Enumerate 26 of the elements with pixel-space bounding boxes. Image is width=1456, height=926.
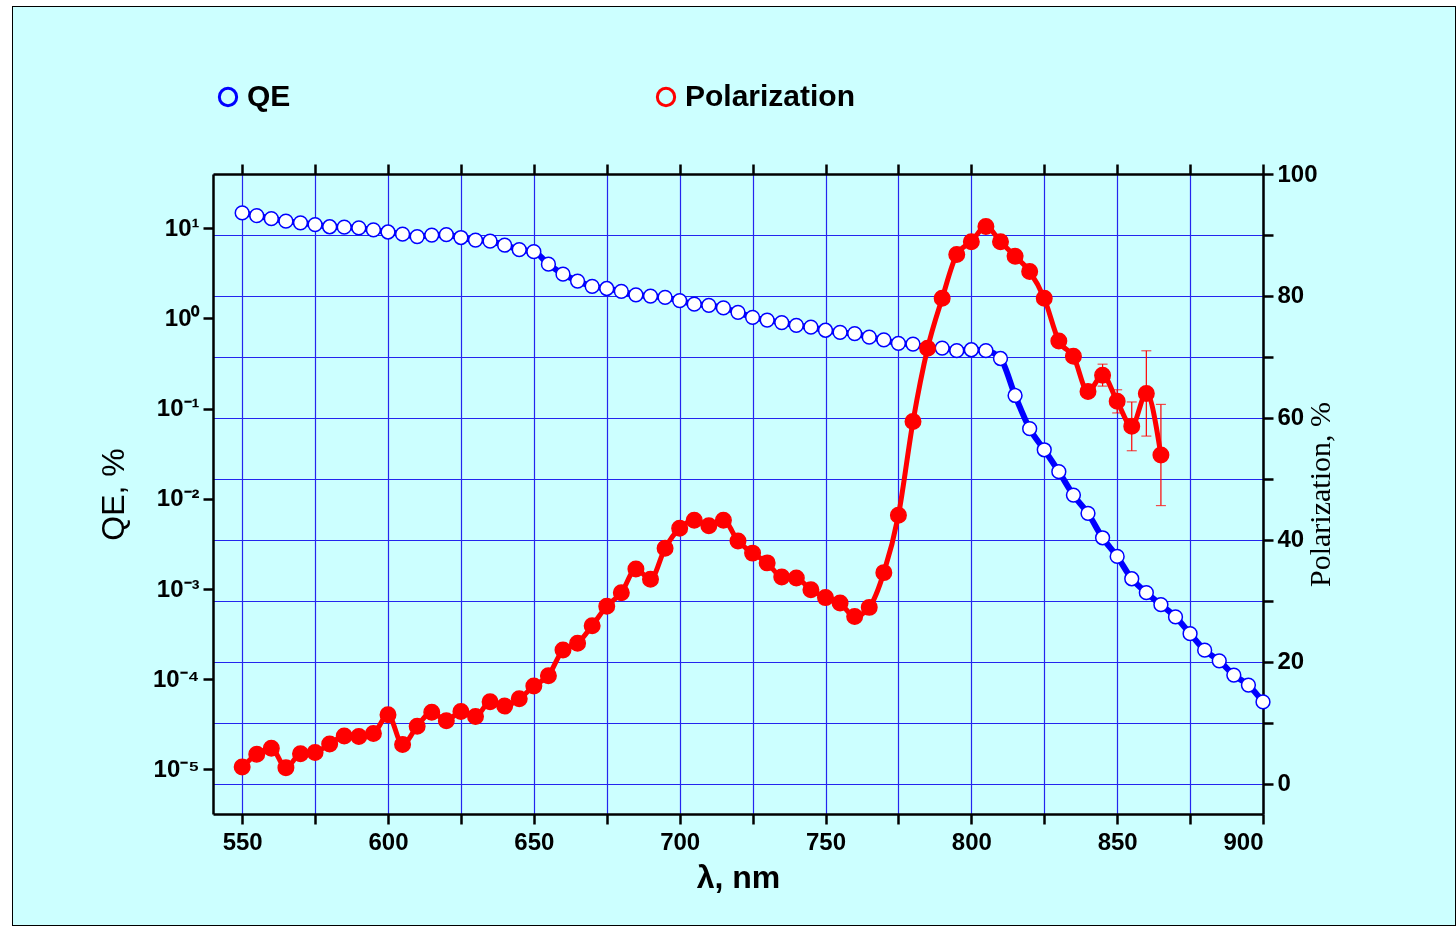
y-tick-label: 10⁻⁴ xyxy=(152,664,200,692)
y-axis-title: QE, % xyxy=(94,448,131,541)
y-tick-label: 10⁻³ xyxy=(156,574,200,602)
y2-tick-label: 20 xyxy=(1277,647,1305,675)
x-tick-label: 800 xyxy=(951,827,992,855)
y-tick-label: 10⁻⁵ xyxy=(153,754,200,782)
x-tick-label: 650 xyxy=(514,827,555,855)
y2-tick-label: 80 xyxy=(1277,281,1305,309)
x-tick-label: 700 xyxy=(660,827,701,855)
x-axis-title: λ, nm xyxy=(696,858,781,895)
x-tick-label: 850 xyxy=(1097,827,1138,855)
y-tick-label: 10¹ xyxy=(164,213,200,241)
y-tick-label: 10⁰ xyxy=(164,303,201,331)
y2-tick-label: 40 xyxy=(1277,525,1305,553)
x-tick-label: 750 xyxy=(805,827,847,855)
y2-tick-label: 0 xyxy=(1277,769,1291,797)
legend-label: Polarization xyxy=(685,79,856,112)
legend-label: QE xyxy=(247,79,291,112)
y2-tick-label: 100 xyxy=(1277,159,1318,187)
x-tick-label: 900 xyxy=(1223,827,1264,855)
y2-tick-label: 60 xyxy=(1277,403,1305,431)
x-tick-label: 550 xyxy=(222,827,263,855)
y2-axis-title: Polarization, % xyxy=(1302,402,1336,587)
x-tick-label: 600 xyxy=(368,827,409,855)
y-tick-label: 10⁻¹ xyxy=(156,394,200,422)
y-tick-label: 10⁻² xyxy=(156,484,200,512)
